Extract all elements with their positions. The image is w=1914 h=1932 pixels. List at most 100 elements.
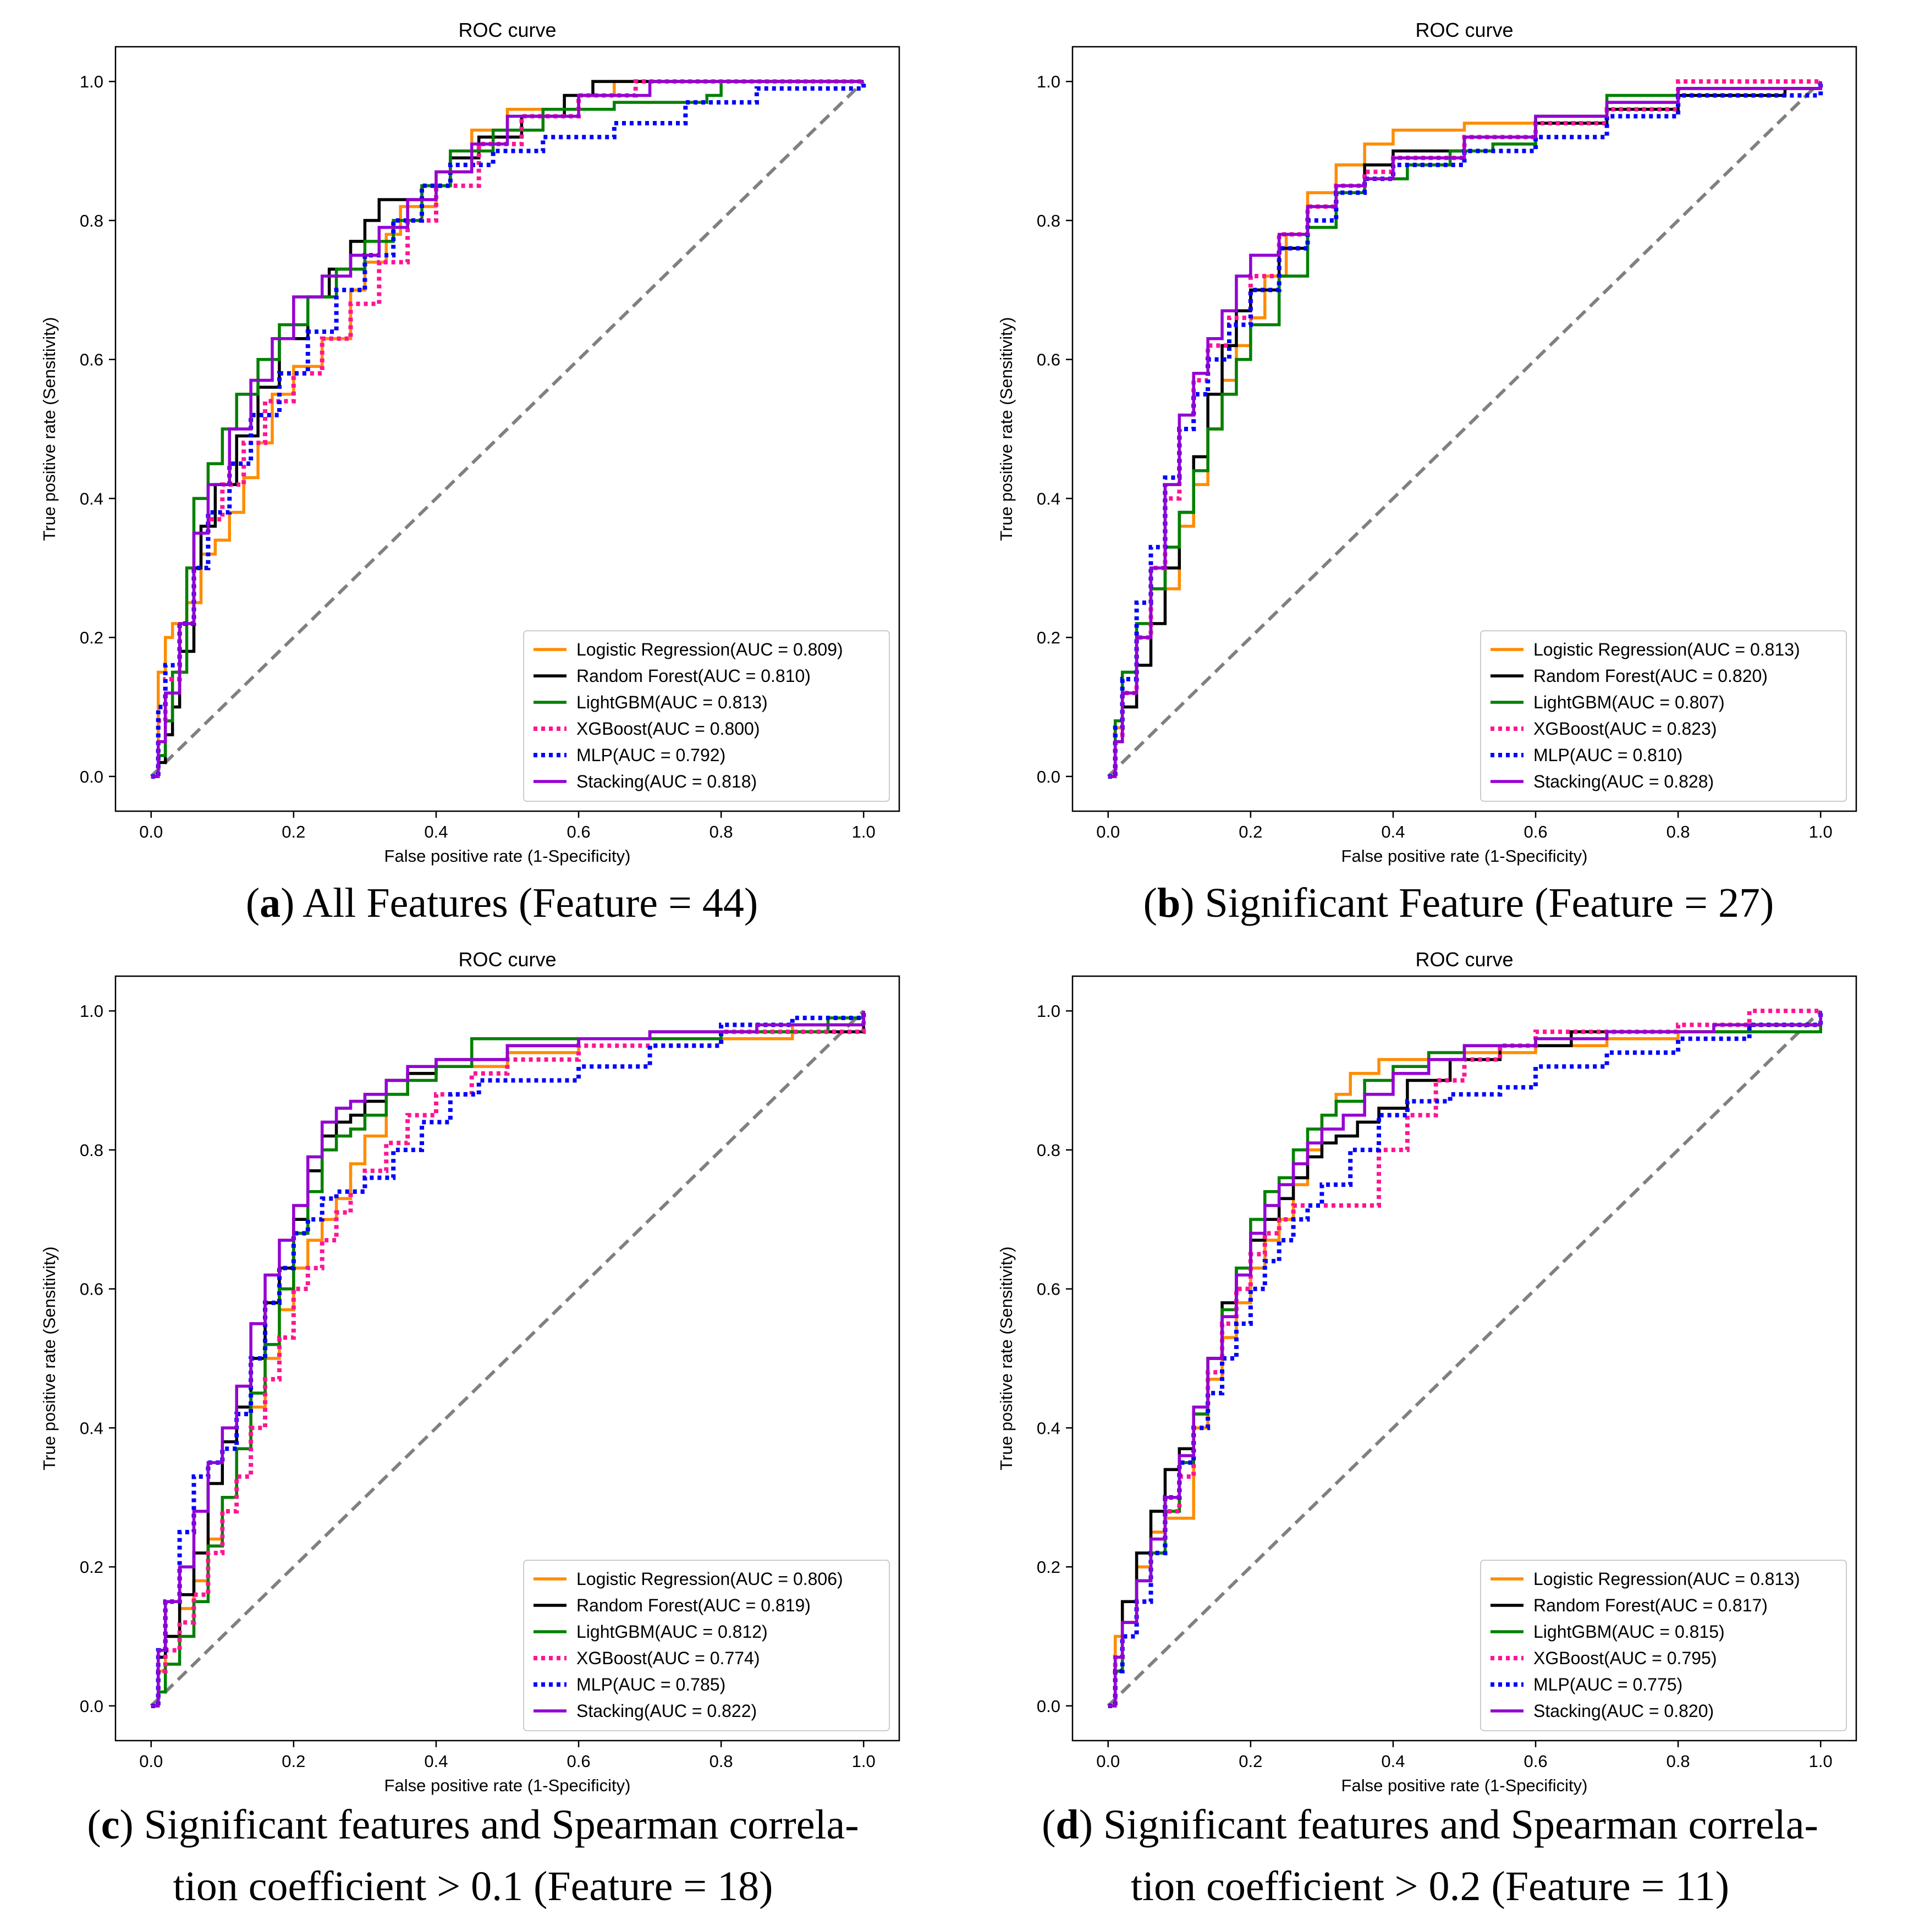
roc-series-line	[1108, 81, 1822, 778]
x-tick-label: 0.6	[1524, 1752, 1547, 1771]
legend-label: XGBoost(AUC = 0.774)	[576, 1648, 760, 1668]
y-axis-label: True positive rate (Sensitivity)	[997, 1246, 1016, 1470]
chart-title: ROC curve	[1415, 19, 1513, 41]
x-tick-label: 0.2	[282, 822, 305, 841]
chance-diagonal-line	[150, 80, 865, 778]
caption-letter: c	[101, 1802, 120, 1848]
x-tick-label: 0.6	[1524, 822, 1547, 841]
chart-title: ROC curve	[458, 19, 556, 41]
legend-label: Random Forest(AUC = 0.819)	[576, 1595, 811, 1615]
x-tick-label: 0.2	[1239, 1752, 1262, 1771]
legend-label: XGBoost(AUC = 0.800)	[576, 719, 760, 739]
panel-a: ROC curve 0.0 0.2 0.4 0.6 0.8 1.0 0.0 0.2 0.4 0.6 0…	[0, 0, 957, 929]
x-tick-label: 0.2	[282, 1752, 305, 1771]
caption-c: (c) Significant features and Spearman co…	[0, 1794, 946, 1917]
x-tick-label: 0.6	[566, 822, 590, 841]
plot-frame	[114, 46, 900, 812]
caption-line-2: tion coefficient > 0.2 (Feature = 11)	[1130, 1863, 1730, 1909]
y-tick-label: 0.2	[1037, 1557, 1060, 1577]
y-tick-label: 0.0	[1037, 767, 1060, 786]
legend-label: XGBoost(AUC = 0.795)	[1533, 1648, 1717, 1668]
plot-frame	[1071, 975, 1857, 1742]
roc-chart-b: ROC curve 0.0 0.2 0.4 0.6 0.8 1.0 0.0 0.2 0.4 0.6 0…	[997, 19, 1857, 866]
caption-line-1: (d) Significant features and Spearman co…	[1042, 1802, 1818, 1848]
roc-series-line	[1108, 1011, 1822, 1708]
roc-series-line	[1108, 81, 1822, 778]
y-tick-label: 0.4	[1037, 489, 1060, 508]
roc-series-line	[151, 1011, 865, 1708]
y-tick-label: 0.6	[80, 1280, 103, 1299]
caption-d: (d) Significant features and Spearman co…	[957, 1794, 1903, 1917]
legend-label: LightGBM(AUC = 0.813)	[576, 692, 768, 712]
y-tick-label: 1.0	[80, 1001, 103, 1021]
x-tick-label: 0.4	[1381, 1752, 1405, 1771]
y-tick-label: 0.8	[80, 211, 103, 230]
x-tick-label: 0.8	[710, 1752, 733, 1771]
x-tick-label: 0.0	[139, 1752, 163, 1771]
y-axis-label: True positive rate (Sensitivity)	[40, 317, 59, 541]
roc-series-line	[151, 1011, 866, 1708]
roc-series-line	[1108, 81, 1823, 779]
legend-label: LightGBM(AUC = 0.815)	[1533, 1622, 1725, 1642]
x-axis-label: False positive rate (1-Specificity)	[384, 1776, 631, 1795]
caption-text: ) Significant features and Spearman corr…	[1079, 1802, 1818, 1848]
y-tick-label: 0.8	[80, 1141, 103, 1160]
plot-frame	[1071, 46, 1857, 812]
caption-line-1: (c) Significant features and Spearman co…	[87, 1802, 859, 1848]
y-tick-label: 0.2	[80, 628, 103, 647]
x-tick-label: 0.0	[139, 822, 163, 841]
roc-series-line	[151, 79, 864, 779]
x-tick-label: 0.0	[1096, 1752, 1120, 1771]
caption-text: ) Significant Feature (Feature = 27)	[1180, 880, 1774, 926]
legend-label: MLP(AUC = 0.792)	[576, 745, 725, 765]
x-tick-label: 0.2	[1239, 822, 1262, 841]
x-tick-label: 1.0	[1809, 1752, 1833, 1771]
caption-letter: a	[260, 880, 281, 926]
legend-label: Stacking(AUC = 0.822)	[576, 1701, 757, 1721]
caption-b: (b) Significant Feature (Feature = 27)	[1143, 880, 1774, 926]
roc-chart-c: ROC curve 0.0 0.2 0.4 0.6 0.8 1.0 0.0 0.2 0.4 0.6 0…	[40, 948, 900, 1795]
legend-label: MLP(AUC = 0.810)	[1533, 745, 1682, 765]
caption-letter: d	[1055, 1802, 1079, 1848]
chart-title: ROC curve	[458, 948, 556, 971]
legend-label: Random Forest(AUC = 0.817)	[1533, 1595, 1768, 1615]
panel-d: ROC curve 0.0 0.2 0.4 0.6 0.8 1.0 0.0 0.2 0.4 0.6 0…	[957, 929, 1914, 1932]
x-tick-label: 0.4	[424, 822, 448, 841]
x-tick-label: 1.0	[1809, 822, 1833, 841]
caption-text: ) All Features (Feature = 44)	[280, 880, 758, 926]
legend-label: Logistic Regression(AUC = 0.813)	[1533, 640, 1800, 659]
caption-letter: b	[1157, 880, 1181, 926]
y-axis-label: True positive rate (Sensitivity)	[997, 317, 1016, 541]
legend-label: MLP(AUC = 0.775)	[1533, 1675, 1682, 1694]
legend-box	[523, 1560, 890, 1731]
legend-label: Random Forest(AUC = 0.820)	[1533, 666, 1768, 686]
x-tick-label: 1.0	[852, 822, 876, 841]
y-axis-label: True positive rate (Sensitivity)	[40, 1246, 59, 1470]
x-tick-label: 0.0	[1096, 822, 1120, 841]
legend-box	[1480, 1560, 1847, 1731]
y-tick-label: 1.0	[1037, 72, 1060, 91]
roc-series-line	[151, 81, 866, 779]
chance-diagonal-line	[1107, 1010, 1822, 1707]
legend-label: Stacking(AUC = 0.818)	[576, 772, 757, 791]
panel-c: ROC curve 0.0 0.2 0.4 0.6 0.8 1.0 0.0 0.2 0.4 0.6 0…	[0, 929, 957, 1932]
legend-label: Logistic Regression(AUC = 0.813)	[1533, 1569, 1800, 1589]
y-tick-label: 0.4	[80, 1418, 103, 1438]
x-axis-label: False positive rate (1-Specificity)	[1341, 1776, 1588, 1795]
y-tick-label: 0.4	[80, 489, 103, 508]
y-tick-label: 0.0	[1037, 1697, 1060, 1716]
plot-frame	[114, 975, 900, 1742]
y-tick-label: 0.8	[1037, 211, 1060, 230]
x-tick-label: 0.8	[1667, 822, 1690, 841]
y-tick-label: 0.4	[1037, 1418, 1060, 1438]
legend-label: MLP(AUC = 0.785)	[576, 1675, 725, 1694]
x-axis-label: False positive rate (1-Specificity)	[384, 846, 631, 866]
roc-chart-d: ROC curve 0.0 0.2 0.4 0.6 0.8 1.0 0.0 0.2 0.4 0.6 0…	[997, 948, 1857, 1795]
legend-label: LightGBM(AUC = 0.807)	[1533, 692, 1725, 712]
caption-text: ) Significant features and Spearman corr…	[119, 1802, 859, 1848]
legend-box	[1480, 630, 1847, 802]
y-tick-label: 0.2	[80, 1557, 103, 1577]
legend-label: XGBoost(AUC = 0.823)	[1533, 719, 1717, 739]
legend-label: Logistic Regression(AUC = 0.809)	[576, 640, 843, 659]
